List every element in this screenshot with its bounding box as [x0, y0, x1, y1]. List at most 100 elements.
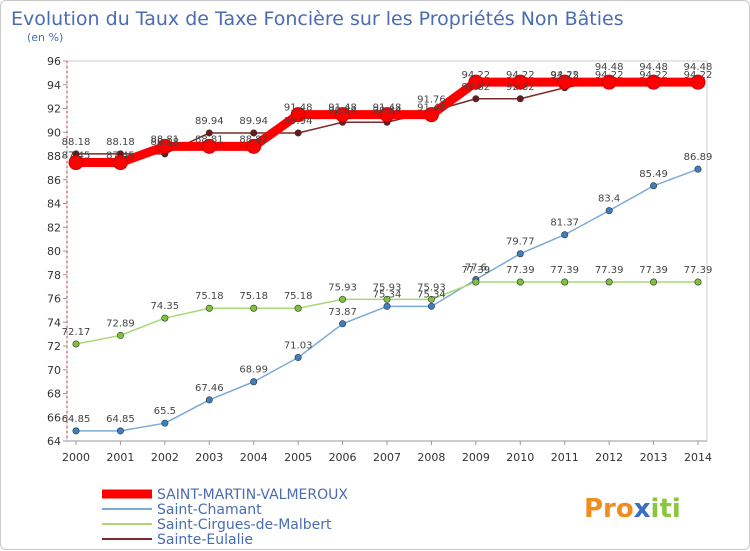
y-tick-label: 86	[47, 174, 61, 187]
x-tick-label: 2005	[284, 451, 312, 464]
data-point	[561, 278, 569, 286]
y-tick-label: 96	[47, 55, 61, 68]
data-point	[694, 278, 702, 286]
x-tick-label: 2001	[106, 451, 134, 464]
data-point	[339, 320, 347, 328]
logo-text: Proxiti	[584, 494, 681, 524]
data-point	[423, 107, 439, 123]
data-point	[650, 278, 658, 286]
data-label: 94.22	[684, 70, 713, 81]
x-tick-label: 2006	[329, 451, 357, 464]
data-label: 87.45	[62, 151, 91, 162]
data-label: 75.34	[417, 289, 446, 300]
data-point	[427, 302, 435, 310]
axes: 64 66 68 70 72 74 76 78 80 82 84 86 88 90 92 94 96 2000 20…	[47, 55, 712, 464]
data-label: 75.93	[328, 282, 357, 293]
series-layer	[68, 74, 706, 435]
data-point	[294, 129, 302, 137]
data-label: 81.37	[550, 218, 579, 229]
data-label: 88.18	[62, 137, 91, 148]
data-label: 88.81	[151, 134, 180, 145]
data-label: 77.39	[684, 265, 713, 276]
data-point	[157, 138, 173, 154]
legend-label: Sainte-Eulalie	[157, 532, 253, 548]
x-tick-label: 2000	[62, 451, 90, 464]
x-tick-label: 2014	[684, 451, 712, 464]
data-label: 77.6	[465, 263, 487, 274]
data-label: 67.46	[195, 383, 224, 394]
data-label: 92.82	[462, 82, 491, 93]
data-point	[383, 302, 391, 310]
data-point	[205, 396, 213, 404]
data-label: 91.48	[328, 103, 357, 114]
data-label: 88.18	[151, 137, 180, 148]
data-point	[516, 278, 524, 286]
data-point	[250, 304, 258, 312]
data-label: 77.39	[595, 265, 624, 276]
y-tick-label: 68	[47, 388, 61, 401]
data-point	[250, 378, 258, 386]
y-tick-label: 80	[47, 245, 61, 258]
x-tick-label: 2008	[417, 451, 445, 464]
data-label: 94.22	[550, 70, 579, 81]
data-label: 75.34	[373, 289, 402, 300]
y-tick-label: 90	[47, 126, 61, 139]
data-label: 87.45	[106, 151, 135, 162]
data-label: 85.49	[639, 169, 668, 180]
data-label: 72.17	[62, 327, 91, 338]
data-point	[646, 74, 662, 90]
data-label: 72.89	[106, 318, 135, 329]
data-point	[72, 427, 80, 435]
data-label: 89.94	[239, 116, 268, 127]
x-tick-label: 2011	[551, 451, 579, 464]
data-label: 94.48	[684, 62, 713, 73]
data-label: 64.85	[62, 414, 91, 425]
data-point	[379, 107, 395, 123]
y-tick-label: 92	[47, 103, 61, 116]
data-label: 92.82	[506, 82, 535, 93]
data-label: 90.84	[328, 105, 357, 116]
data-label: 77.39	[639, 265, 668, 276]
chart-title: Evolution du Taux de Taxe Foncière sur l…	[11, 8, 624, 30]
data-point	[512, 74, 528, 90]
data-point	[205, 129, 213, 137]
y-tick-label: 70	[47, 364, 61, 377]
data-point	[516, 250, 524, 258]
data-label: 94.48	[595, 62, 624, 73]
y-tick-label: 84	[47, 198, 61, 211]
data-point	[294, 354, 302, 362]
data-label: 77.39	[506, 265, 535, 276]
data-point	[116, 331, 124, 339]
data-label: 74.35	[151, 301, 180, 312]
data-label: 83.4	[598, 194, 620, 205]
data-label: 79.77	[506, 237, 535, 248]
data-label: 88.18	[106, 137, 135, 148]
data-point	[605, 278, 613, 286]
data-label: 90.84	[373, 105, 402, 116]
data-label: 94.22	[595, 70, 624, 81]
data-point	[335, 107, 351, 123]
data-point	[161, 314, 169, 322]
y-tick-label: 78	[47, 269, 61, 282]
data-label: 65.5	[154, 406, 176, 417]
data-label: 93.75	[550, 71, 579, 82]
data-label: 77.39	[462, 265, 491, 276]
data-point	[472, 95, 480, 103]
data-point	[201, 138, 217, 154]
data-label: 91.48	[284, 103, 313, 114]
x-tick-label: 2004	[240, 451, 268, 464]
data-label: 94.22	[639, 70, 668, 81]
data-point	[694, 165, 702, 173]
data-label: 75.18	[239, 291, 268, 302]
data-label: 94.48	[639, 62, 668, 73]
data-label: 75.93	[417, 282, 446, 293]
data-label: 91.48	[417, 103, 446, 114]
y-tick-label: 76	[47, 293, 61, 306]
y-tick-label: 94	[47, 79, 61, 92]
data-label: 75.18	[195, 291, 224, 302]
data-point	[68, 155, 84, 171]
data-point	[290, 107, 306, 123]
x-tick-label: 2007	[373, 451, 401, 464]
y-tick-label: 88	[47, 150, 61, 163]
